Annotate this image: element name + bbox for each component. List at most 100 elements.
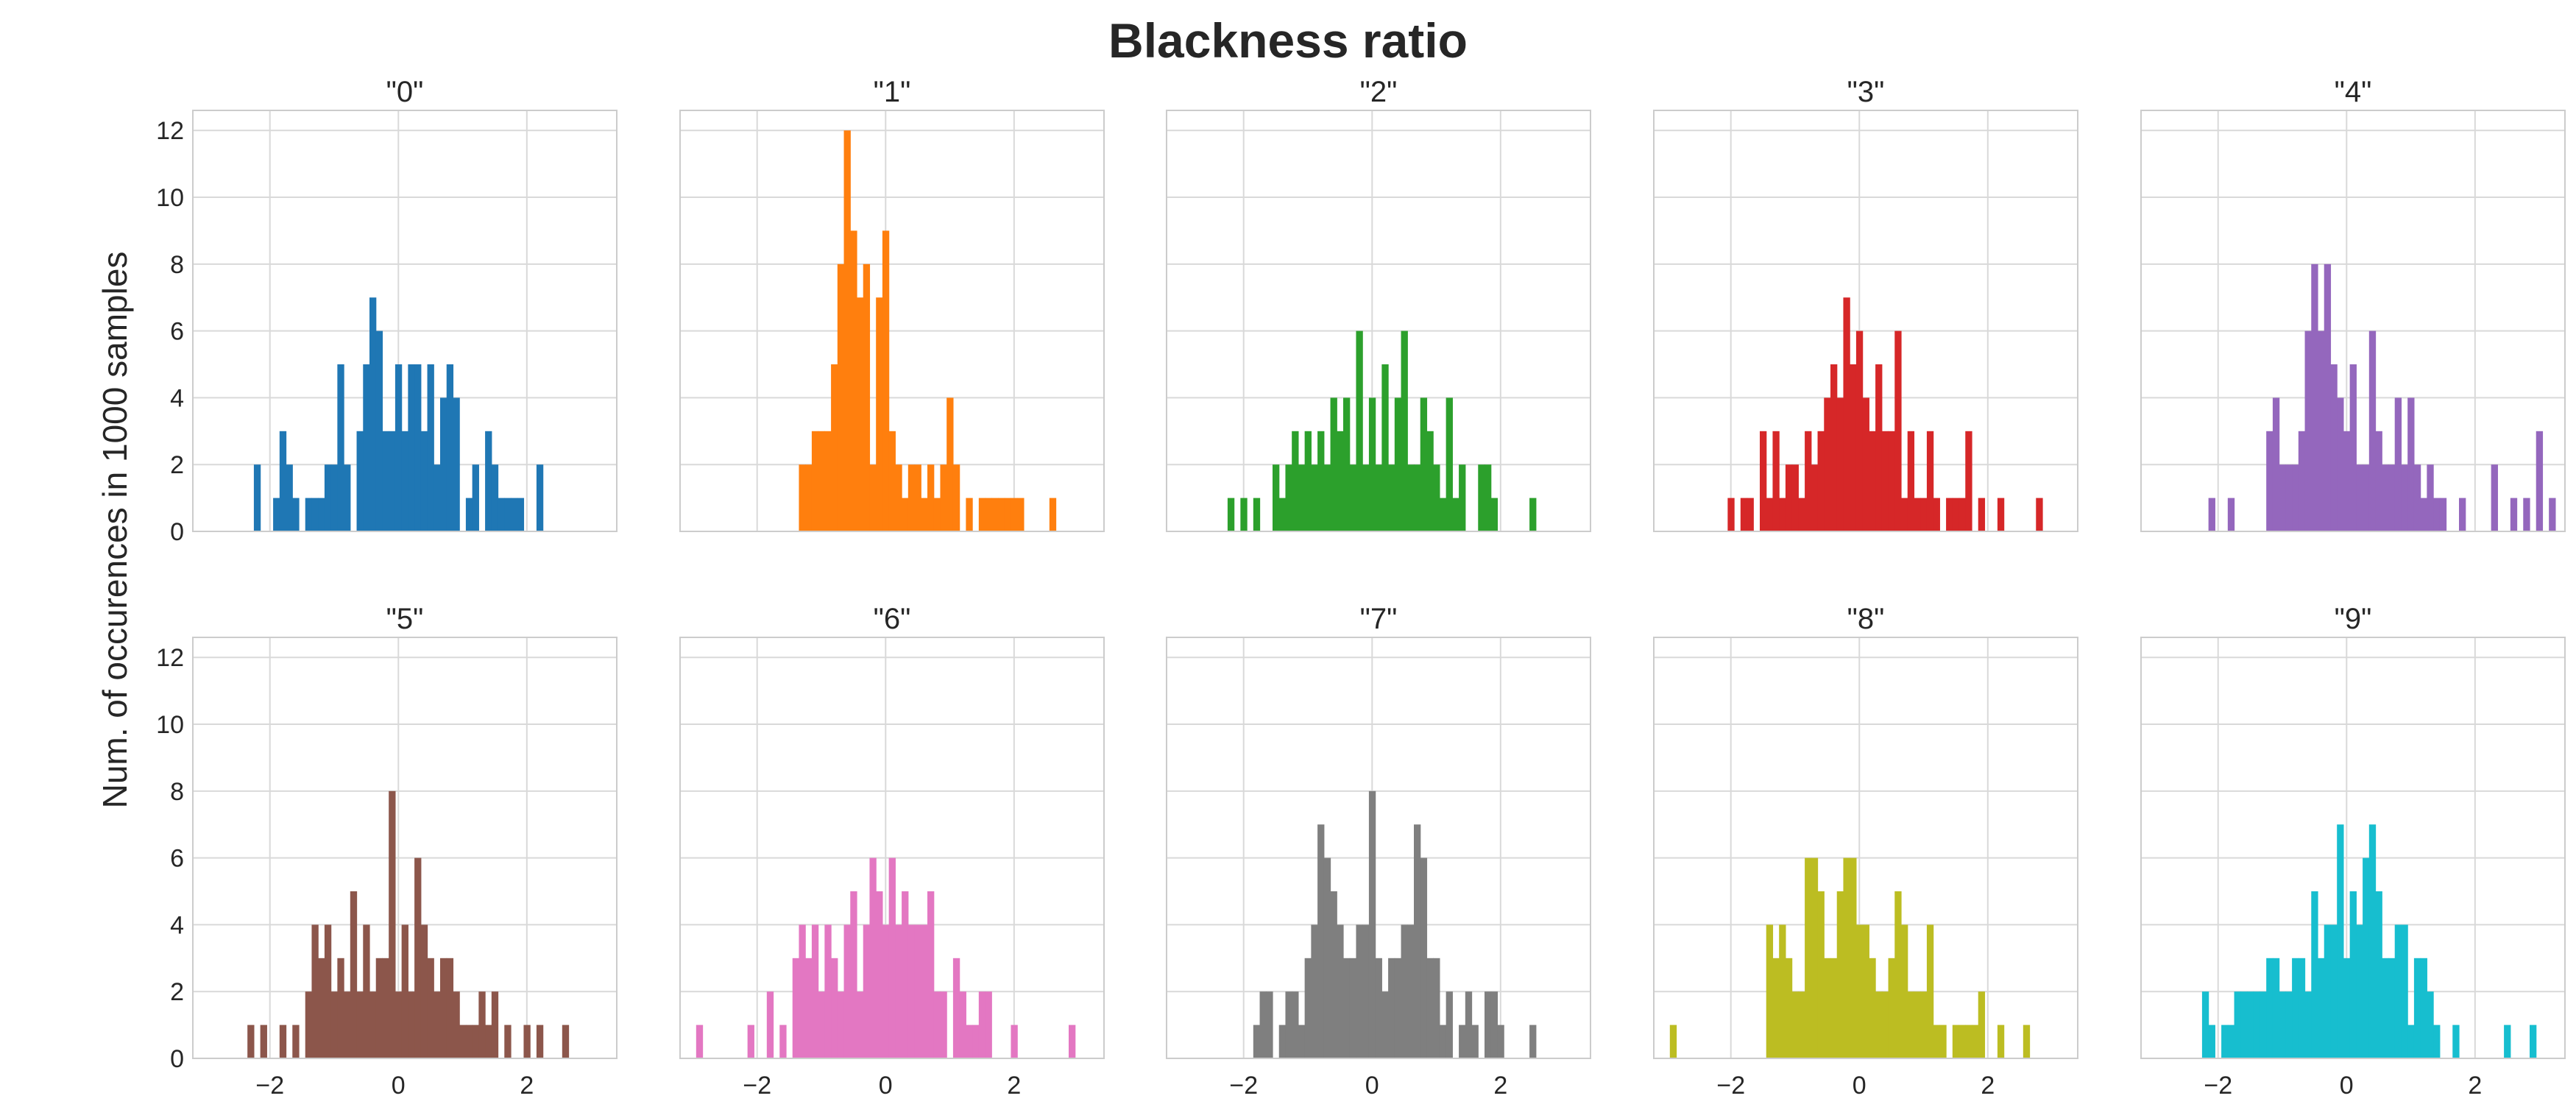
x-tick-label: 2 [1493,1072,1507,1100]
histogram-bar [1349,464,1357,531]
histogram-bar [1978,498,1986,531]
histogram-bar [902,498,909,531]
histogram-bar [863,263,871,531]
histogram-bar [779,1025,787,1058]
subplot-1: "1" [679,76,1105,532]
subplot-title: "3" [1847,76,1885,108]
histogram-bar [1958,1025,1966,1058]
subplot-frame [1166,110,1591,532]
histogram-bar [914,924,921,1058]
histogram-bar [1490,498,1498,531]
histogram-bar [2394,924,2402,1058]
histogram-bar [1407,464,1415,531]
histogram-bar [1017,498,1025,531]
subplot-title: "2" [1360,76,1398,108]
histogram-bar [2304,991,2312,1058]
histogram-bar [485,431,492,531]
histogram-bar [1349,958,1357,1058]
histogram-bar [1011,1025,1018,1058]
y-tick-label: 2 [170,978,184,1006]
histogram-bar [818,431,825,531]
histogram-bar [1459,1025,1466,1058]
histogram-bar [863,924,871,1058]
histogram-bar [1926,924,1934,1058]
histogram-bar [811,431,819,531]
histogram-bar [536,464,544,531]
y-axis-label: Num. of occurences in 1000 samples [96,252,134,809]
histogram-bar [318,498,325,531]
histogram-bar [857,297,864,531]
histogram-bar [1779,924,1786,1058]
histogram-bar [2433,1025,2441,1058]
histogram-bar [1465,991,1473,1058]
histogram-bar [408,364,415,531]
histogram-bar [562,1025,570,1058]
histogram-bar [1311,924,1318,1058]
subplot-frame [1653,637,2078,1059]
histogram-bar [1388,958,1395,1058]
histogram-bar [843,924,851,1058]
histogram-bar [2363,857,2370,1058]
histogram-bar [1952,498,1960,531]
histogram-bar [2413,958,2421,1058]
histogram-bar [491,991,499,1058]
histogram-bar [888,431,896,531]
histogram-bar [1362,464,1370,531]
subplot-frame [192,110,618,532]
x-tick-label: 0 [1853,1072,1866,1100]
subplot-7: −2 0 2 "7" [1166,603,1591,1100]
histogram-bar [1850,857,1857,1058]
histogram-bar [491,464,499,531]
y-tick-label: 4 [170,384,184,412]
histogram-bar [1439,498,1447,531]
histogram-bar [2504,1025,2511,1058]
histogram-bar [253,464,261,531]
subplot-6: −2 0 2 "6" [679,603,1105,1100]
histogram-bar [1888,431,1895,531]
histogram-bar [427,958,434,1058]
subplot-frame [192,637,618,1059]
histogram-bar [394,991,403,1058]
subplot-grid: 0 2 4 6 8 10 12 "0" "1" "2" "3" "4" 0 2 4 6 8 10 12 −2 0 2 "5"… [156,76,2566,1100]
histogram-bar [2208,498,2215,531]
y-tick-label: 6 [170,845,184,873]
subplot-2: "2" [1166,76,1591,532]
histogram-bar [1772,431,1780,531]
histogram-bar [978,498,986,531]
histogram-bar [1997,1025,2005,1058]
histogram-bar [511,498,518,531]
subplot-frame [1653,110,2078,532]
subplot-8: −2 0 2 "8" [1653,603,2078,1100]
histogram-bar [434,464,441,531]
subplot-title: "8" [1847,603,1885,635]
histogram-bar [414,364,422,531]
histogram-bar [1426,958,1434,1058]
histogram-bar [369,991,377,1058]
histogram-bar [414,857,422,1058]
histogram-bar [1850,364,1857,531]
histogram-bar [344,464,351,531]
histogram-bar [1760,431,1767,531]
histogram-bar [2491,464,2498,531]
y-tick-label: 2 [170,451,184,479]
histogram-bar [2427,464,2434,531]
histogram-bar [824,431,832,531]
histogram-bar [420,924,428,1058]
histogram-bar [1459,464,1466,531]
histogram-bar [401,924,408,1058]
histogram-bar [305,991,313,1058]
histogram-bar [1914,991,1921,1058]
x-tick-label: −2 [1716,1072,1745,1100]
histogram-bar [1414,464,1421,531]
subplot-frame [1166,637,1591,1059]
histogram-bar [1946,498,1953,531]
y-tick-label: 0 [170,1045,184,1073]
histogram-bar [2285,991,2293,1058]
histogram-bar [1772,958,1780,1058]
histogram-bar [420,431,428,531]
histogram-bar [382,958,389,1058]
histogram-bar [2523,498,2530,531]
histogram-bar [876,297,883,531]
histogram-bar [440,958,447,1058]
